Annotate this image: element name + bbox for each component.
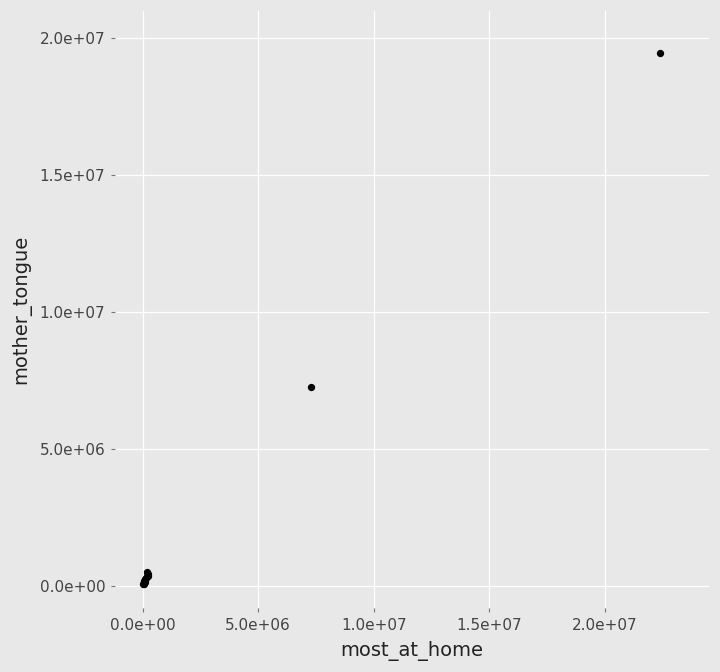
Y-axis label: mother_tongue: mother_tongue — [11, 235, 31, 384]
Point — [139, 576, 150, 587]
Point — [138, 578, 150, 589]
Point — [138, 577, 150, 588]
Point — [142, 567, 153, 578]
X-axis label: most_at_home: most_at_home — [341, 641, 483, 661]
Point — [143, 571, 154, 582]
Point — [138, 579, 149, 589]
Point — [140, 573, 152, 583]
Point — [138, 579, 149, 589]
Point — [141, 570, 153, 581]
Point — [142, 569, 153, 580]
Point — [138, 576, 150, 587]
Point — [305, 382, 317, 392]
Point — [140, 577, 151, 587]
Point — [139, 575, 150, 586]
Point — [139, 574, 150, 585]
Point — [654, 48, 665, 58]
